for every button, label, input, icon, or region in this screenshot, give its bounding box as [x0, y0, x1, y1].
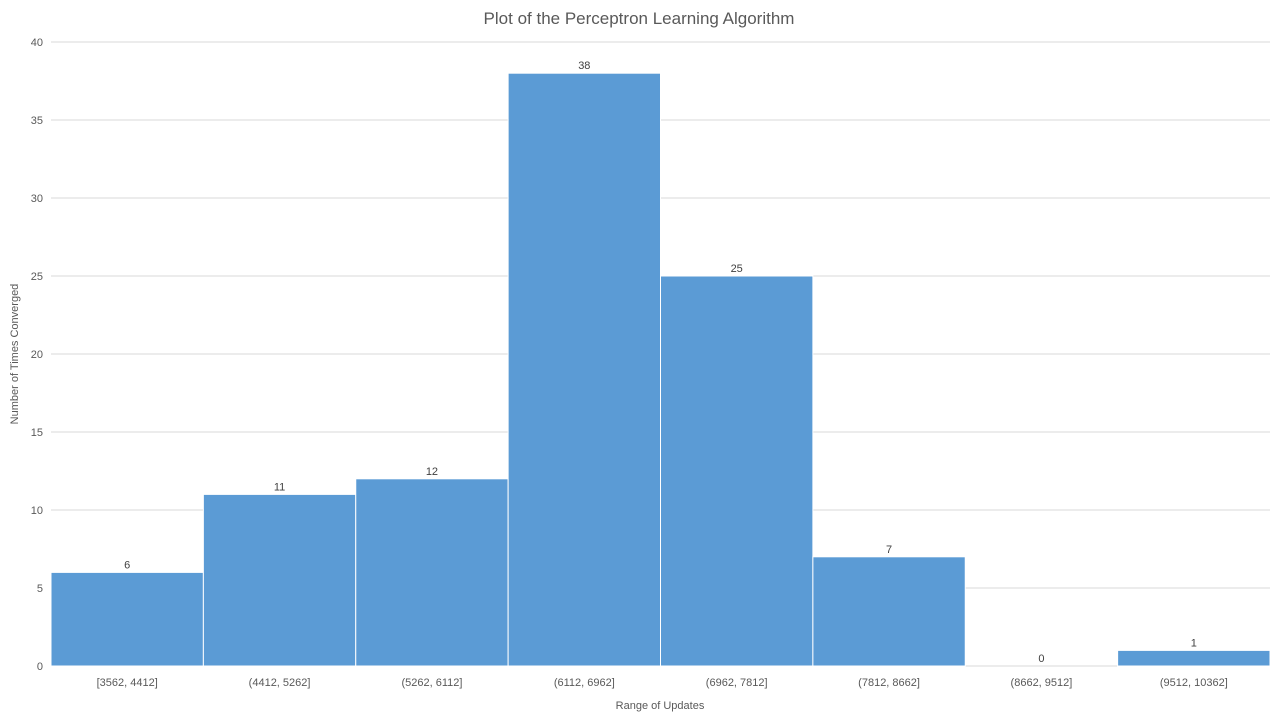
x-tick-label: (9512, 10362]	[1160, 677, 1228, 689]
y-tick-label: 35	[31, 115, 43, 127]
bar	[202, 493, 357, 667]
x-tick-label: (6962, 7812]	[706, 677, 768, 689]
data-label: 38	[578, 60, 590, 72]
bar	[507, 72, 661, 667]
data-labels: 6 11 12 38 25 7 0 1	[124, 60, 1197, 665]
data-label: 1	[1191, 637, 1197, 649]
data-label: 12	[426, 466, 438, 478]
y-tick-label: 10	[31, 505, 43, 517]
data-label: 6	[124, 559, 130, 571]
bars	[50, 72, 1271, 667]
y-tick-label: 0	[37, 661, 43, 673]
bar	[660, 275, 814, 667]
x-tick-label: (8662, 9512]	[1011, 677, 1073, 689]
data-label: 25	[731, 263, 743, 275]
y-tick-label: 30	[31, 193, 43, 205]
y-axis-label: Number of Times Converged	[9, 284, 21, 425]
y-axis-ticks: 0 5 10 15 20 25 30 35 40	[31, 37, 43, 673]
y-tick-label: 20	[31, 349, 43, 361]
data-label: 7	[886, 544, 892, 556]
bar	[355, 478, 509, 667]
y-tick-label: 40	[31, 37, 43, 49]
x-tick-label: (7812, 8662]	[858, 677, 920, 689]
x-tick-label: (4412, 5262]	[249, 677, 311, 689]
x-tick-label: (6112, 6962]	[554, 677, 615, 689]
data-label: 11	[274, 481, 285, 493]
bar	[50, 571, 204, 667]
data-label: 0	[1038, 653, 1044, 665]
x-tick-label: (5262, 6112]	[401, 677, 462, 689]
x-axis-label: Range of Updates	[616, 700, 705, 712]
bar	[1117, 649, 1271, 667]
y-tick-label: 5	[37, 583, 43, 595]
x-tick-label: [3562, 4412]	[97, 677, 158, 689]
x-axis-ticks: [3562, 4412] (4412, 5262] (5262, 6112] (611…	[97, 677, 1228, 689]
chart-title: Plot of the Perceptron Learning Algorith…	[484, 9, 795, 28]
bar	[812, 556, 966, 667]
y-tick-label: 15	[31, 427, 43, 439]
y-tick-label: 25	[31, 271, 43, 283]
